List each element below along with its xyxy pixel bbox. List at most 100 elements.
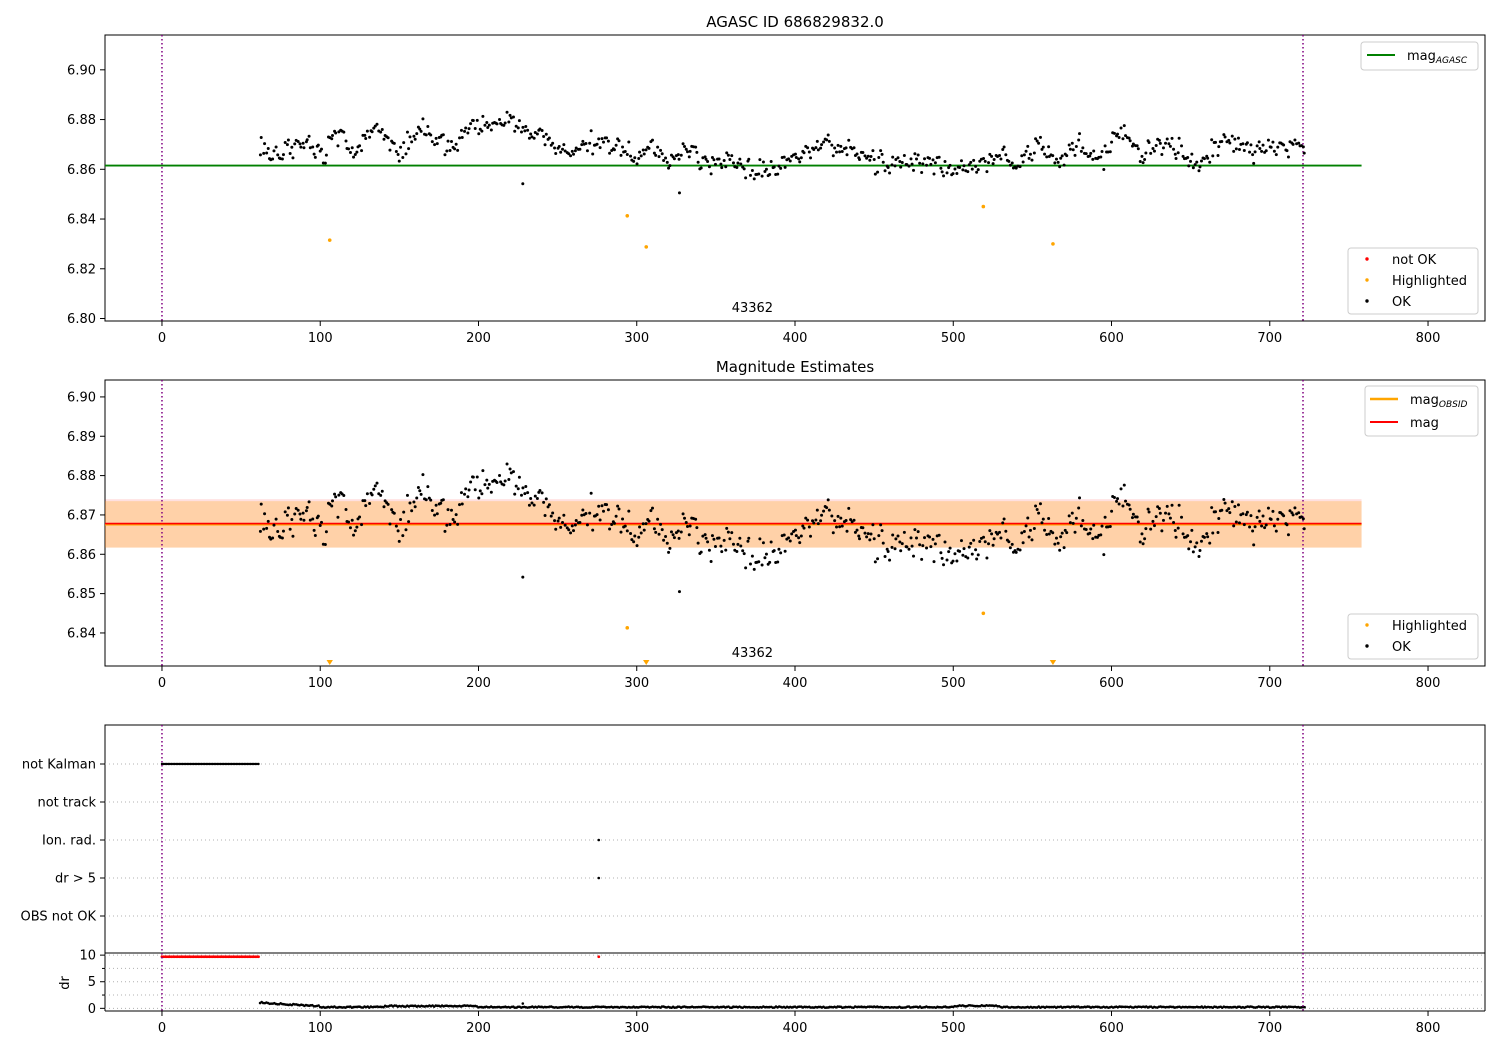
ok-point	[449, 508, 453, 512]
ok-point	[920, 171, 924, 175]
ok-point	[1091, 157, 1095, 161]
ok-point	[610, 523, 614, 527]
ok-point	[435, 142, 439, 146]
ok-point	[665, 160, 669, 164]
ok-point	[644, 522, 648, 526]
ok-point	[1045, 533, 1049, 537]
ok-point	[382, 505, 386, 509]
ok-point	[1285, 149, 1289, 153]
ok-point	[652, 527, 656, 531]
ok-point	[951, 559, 955, 563]
ok-point	[1202, 535, 1206, 539]
ok-point	[360, 523, 364, 527]
ok-point	[638, 525, 642, 529]
ok-point	[294, 506, 298, 510]
ok-point	[660, 528, 664, 532]
ok-point	[1206, 535, 1210, 539]
ok-point	[1198, 548, 1202, 552]
ok-point	[413, 137, 417, 141]
ok-point	[478, 489, 482, 493]
x-tick-label: 700	[1257, 676, 1282, 691]
ok-point	[1158, 141, 1162, 145]
ok-point	[1027, 535, 1031, 539]
ok-point	[524, 485, 528, 489]
ok-point	[1077, 506, 1081, 510]
ok-point	[606, 139, 610, 143]
ok-point	[953, 552, 957, 556]
x-axis-2: 0 100 200 300 400 500 600 700 800	[158, 666, 1440, 691]
ok-point	[355, 525, 359, 529]
ok-point	[265, 526, 269, 530]
ok-point	[735, 166, 739, 170]
ok-point	[959, 539, 963, 543]
ok-point	[477, 132, 481, 136]
ok-point	[722, 538, 726, 542]
ok-point	[939, 551, 943, 555]
ok-point	[435, 512, 439, 516]
ok-point	[458, 503, 462, 507]
ok-point	[943, 160, 947, 164]
ok-point	[312, 528, 316, 532]
ok-point	[429, 498, 433, 502]
ok-point	[1001, 147, 1005, 151]
ok-point	[769, 159, 773, 163]
ok-point	[288, 152, 292, 156]
ok-point	[1020, 531, 1024, 535]
ok-point	[987, 161, 991, 165]
ok-point	[932, 172, 936, 176]
ok-point	[893, 164, 897, 168]
ok-point	[1285, 523, 1289, 527]
dr-point	[317, 1004, 320, 1007]
ok-point	[654, 530, 658, 534]
ok-point	[1257, 509, 1261, 513]
ok-point	[1181, 154, 1185, 158]
ok-point	[1263, 526, 1267, 530]
ok-point	[835, 525, 839, 529]
ok-point	[831, 154, 835, 158]
ok-point	[578, 520, 582, 524]
ok-point	[728, 537, 732, 541]
ok-point	[1081, 518, 1085, 522]
ok-point	[334, 495, 338, 499]
ok-point	[879, 149, 883, 153]
ok-point	[434, 136, 438, 140]
ok-point	[563, 523, 567, 527]
ok-point	[364, 137, 368, 141]
legend-marker	[1365, 257, 1369, 261]
ok-point	[1241, 142, 1245, 146]
ok-point	[477, 496, 481, 500]
ok-point	[547, 503, 551, 507]
ok-point	[598, 518, 602, 522]
ok-point	[787, 536, 791, 540]
ok-point	[988, 529, 992, 533]
ok-point	[855, 528, 859, 532]
ok-point	[1261, 143, 1265, 147]
ok-point	[758, 158, 762, 162]
ok-point	[720, 166, 724, 170]
ok-point	[933, 161, 937, 165]
ok-point	[869, 154, 873, 158]
ok-point	[358, 144, 362, 148]
legend-box	[1347, 613, 1479, 660]
ok-point	[865, 156, 869, 160]
ok-point	[1236, 136, 1240, 140]
ok-point	[1008, 546, 1012, 550]
ok-point	[825, 506, 829, 510]
ok-point	[445, 149, 449, 153]
ok-point	[430, 509, 434, 513]
ok-point	[827, 139, 831, 143]
ok-point	[316, 514, 320, 518]
ok-point	[845, 529, 849, 533]
ok-point	[1244, 513, 1248, 517]
ok-point	[1128, 507, 1132, 511]
ok-point	[923, 157, 927, 161]
ok-point	[542, 134, 546, 138]
ok-point	[1147, 510, 1151, 514]
ok-point	[1216, 531, 1220, 535]
ok-point	[388, 148, 392, 152]
ok-point	[446, 139, 450, 143]
ok-point	[656, 145, 660, 149]
ok-point	[1255, 144, 1259, 148]
ok-point	[408, 501, 412, 505]
ok-point	[776, 560, 780, 564]
